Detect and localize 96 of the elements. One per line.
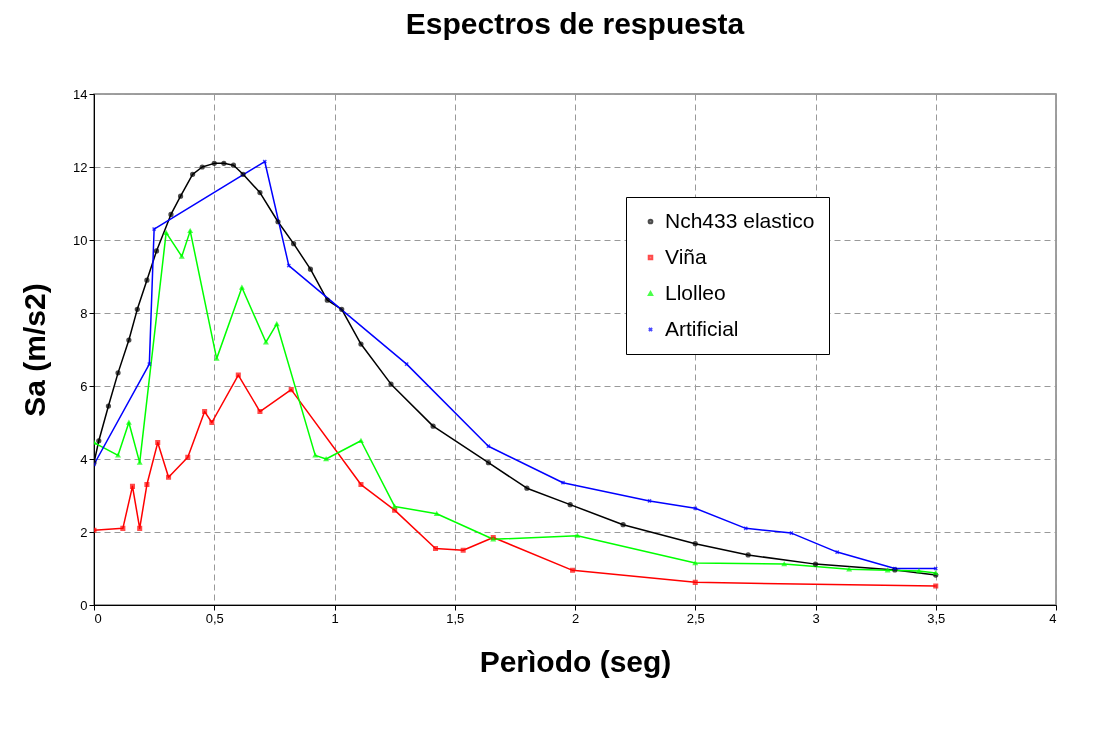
legend-label: Llolleo xyxy=(665,280,726,304)
point xyxy=(692,505,698,511)
point xyxy=(358,482,364,488)
point xyxy=(230,162,237,168)
point xyxy=(151,226,157,232)
x-tick-label: 3 xyxy=(812,610,820,626)
point xyxy=(933,583,939,589)
x-tick-label: 0,5 xyxy=(205,610,224,626)
y-tick-label: 10 xyxy=(73,232,88,248)
point xyxy=(137,460,143,465)
point xyxy=(290,241,297,247)
x-tick-label: 0 xyxy=(94,610,102,626)
point xyxy=(312,453,318,458)
point xyxy=(275,219,281,225)
point xyxy=(209,419,215,426)
x-tick-label: 1 xyxy=(331,610,339,626)
point xyxy=(567,502,573,508)
point xyxy=(115,453,121,458)
x-axis-title: Perìodo (seg) xyxy=(479,644,672,678)
point xyxy=(781,561,787,567)
point xyxy=(692,579,698,585)
point xyxy=(202,409,208,415)
point xyxy=(221,160,227,166)
point xyxy=(288,387,294,393)
y-tick-label: 14 xyxy=(73,86,88,102)
x-tick-label: 2,5 xyxy=(686,610,705,626)
point xyxy=(432,545,439,551)
point xyxy=(692,560,698,566)
x-tick-label: 2 xyxy=(571,610,580,626)
point xyxy=(358,438,364,443)
x-tick-label: 4 xyxy=(1049,610,1057,626)
point xyxy=(240,171,246,177)
point xyxy=(199,164,205,170)
y-tick-label: 8 xyxy=(80,305,88,321)
point xyxy=(185,454,191,460)
point xyxy=(144,482,150,488)
y-tick-label: 4 xyxy=(80,451,88,467)
point xyxy=(214,356,220,361)
point xyxy=(189,171,196,177)
y-tick-label: 0 xyxy=(80,597,88,613)
point xyxy=(105,403,112,409)
point xyxy=(323,456,329,462)
point xyxy=(388,381,394,387)
point xyxy=(358,341,364,347)
point xyxy=(115,370,121,376)
point xyxy=(570,567,576,573)
point xyxy=(155,440,161,446)
point xyxy=(916,568,922,574)
point xyxy=(263,339,269,345)
point xyxy=(235,372,241,378)
point xyxy=(574,533,580,538)
point xyxy=(96,438,102,444)
point xyxy=(430,423,436,429)
point xyxy=(324,297,330,303)
point xyxy=(307,266,314,272)
point xyxy=(257,189,263,196)
y-tick-label: 12 xyxy=(73,159,88,175)
point xyxy=(168,211,174,218)
point xyxy=(126,337,132,343)
point xyxy=(812,561,819,567)
point xyxy=(126,420,132,425)
legend-label: Nch433 elastico xyxy=(665,208,815,232)
point xyxy=(339,306,345,312)
legend-label: Viña xyxy=(665,244,707,268)
point xyxy=(745,552,751,558)
x-tick-label: 1,5 xyxy=(446,610,465,626)
point xyxy=(257,409,263,415)
chart-title: Espectros de respuesta xyxy=(405,7,745,40)
point xyxy=(129,483,136,489)
point xyxy=(177,193,184,199)
y-axis-title: Sa (m/s2) xyxy=(18,283,52,417)
point xyxy=(524,485,530,491)
point xyxy=(137,525,143,531)
point xyxy=(166,474,172,480)
point xyxy=(134,306,140,312)
point xyxy=(179,254,185,259)
point xyxy=(434,511,440,516)
point xyxy=(211,160,217,166)
point xyxy=(239,285,245,290)
point xyxy=(692,541,698,547)
legend-label: Artificial xyxy=(665,316,739,340)
point xyxy=(485,460,492,466)
point xyxy=(163,230,169,235)
point xyxy=(120,525,126,531)
point xyxy=(392,504,398,509)
point xyxy=(460,547,466,553)
point xyxy=(153,248,160,254)
point xyxy=(885,568,891,573)
point xyxy=(144,277,150,283)
point xyxy=(274,321,280,327)
x-tick-label: 3,5 xyxy=(927,610,946,626)
point xyxy=(846,567,852,572)
y-tick-label: 6 xyxy=(80,378,88,394)
y-tick-label: 2 xyxy=(80,524,88,540)
point xyxy=(187,228,193,234)
point xyxy=(620,522,626,528)
